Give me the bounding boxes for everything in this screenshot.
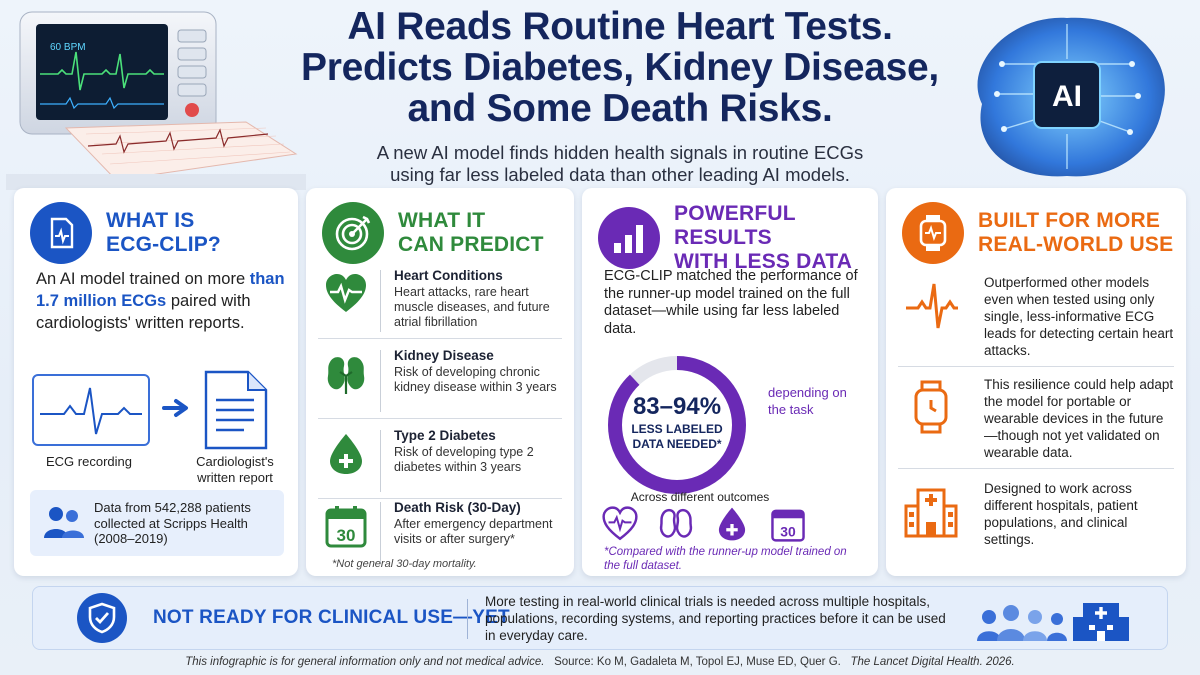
donut-value: 83–94% xyxy=(632,393,722,420)
ecg-monitor-illustration: 60 BPM xyxy=(6,11,306,190)
report-caption: Cardiologist's written report xyxy=(196,454,274,485)
monitor-bpm: 60 BPM xyxy=(50,42,86,53)
card-what-it-can-predict: WHAT IT CAN PREDICT Heart Conditions Hea… xyxy=(306,188,574,576)
results-text: ECG-CLIP matched the performance of the … xyxy=(604,268,858,337)
card-realworld-header: BUILT FOR MORE REAL-WORLD USE xyxy=(902,202,1173,264)
card-powerful-results: POWERFUL RESULTS WITH LESS DATA ECG-CLIP… xyxy=(582,188,878,576)
depending-note: depending on the task xyxy=(768,385,847,417)
shield-check-icon xyxy=(77,593,127,643)
donut-label: LESS LABELED DATA NEEDED* xyxy=(631,422,723,451)
prediction-desc: Risk of developing chronic kidney diseas… xyxy=(394,365,557,394)
outcome-icons: 30 xyxy=(602,506,806,542)
realworld-item: Designed to work across different hospit… xyxy=(898,480,1174,560)
card-what-is-header: WHAT IS ECG-CLIP? xyxy=(30,202,221,264)
prediction-item: Heart Conditions Heart attacks, rare hea… xyxy=(318,268,562,344)
card-results-title: POWERFUL RESULTS WITH LESS DATA xyxy=(674,202,853,273)
smartwatch-icon xyxy=(914,380,948,434)
footer-disclaimer: This infographic is for general informat… xyxy=(185,656,1015,668)
card-predict-title: WHAT IT CAN PREDICT xyxy=(398,209,544,256)
arrow-right-icon xyxy=(162,398,192,423)
people-hospital-icon xyxy=(977,603,1129,641)
prediction-desc: Risk of developing type 2 diabetes withi… xyxy=(394,445,534,474)
card-predict-header: WHAT IT CAN PREDICT xyxy=(322,202,544,264)
realworld-item: This resilience could help adapt the mod… xyxy=(898,376,1174,462)
patients-icon xyxy=(44,507,84,538)
kidney-icon xyxy=(327,357,365,394)
blood-drop-icon xyxy=(714,506,750,542)
card-results-header: POWERFUL RESULTS WITH LESS DATA xyxy=(598,202,878,274)
data-source-box: Data from 542,288 patients collected at … xyxy=(30,490,284,556)
smartwatch-badge-icon xyxy=(902,202,964,264)
card-real-world-use: BUILT FOR MORE REAL-WORLD USE Outperform… xyxy=(886,188,1186,576)
less-data-donut xyxy=(608,356,746,494)
donut-fill-arc xyxy=(608,356,746,494)
ecg-document-icon xyxy=(30,202,92,264)
card-realworld-title: BUILT FOR MORE REAL-WORLD USE xyxy=(978,209,1174,256)
subheadline: A new AI model finds hidden health signa… xyxy=(376,142,864,185)
realworld-text: This resilience could help adapt the mod… xyxy=(984,377,1174,460)
calendar-icon: 30 xyxy=(770,506,806,542)
card-what-is-title: WHAT IS ECG-CLIP? xyxy=(106,209,221,256)
results-footnote: *Compared with the runner-up model train… xyxy=(604,546,847,572)
ai-chip-label: AI xyxy=(1052,80,1082,113)
svg-text:30: 30 xyxy=(780,523,796,539)
bar-chart-icon xyxy=(598,207,660,269)
target-icon xyxy=(322,202,384,264)
prediction-item: Type 2 Diabetes Risk of developing type … xyxy=(318,428,562,504)
kidney-icon xyxy=(658,506,694,542)
svg-text:30: 30 xyxy=(337,526,356,545)
predict-footnote: *Not general 30-day mortality. xyxy=(332,558,477,570)
prediction-title: Kidney Disease xyxy=(394,348,494,363)
realworld-text: Outperformed other models even when test… xyxy=(984,275,1174,358)
prediction-item: Kidney Disease Risk of developing chroni… xyxy=(318,348,562,424)
ecg-recording-caption: ECG recording xyxy=(46,454,132,469)
realworld-item: Outperformed other models even when test… xyxy=(898,274,1174,358)
prediction-item: 30 Death Risk (30-Day) After emergency d… xyxy=(318,500,562,576)
card-what-is: WHAT IS ECG-CLIP? An AI model trained on… xyxy=(14,188,298,576)
not-ready-banner: NOT READY FOR CLINICAL USE—YET More test… xyxy=(32,586,1168,650)
data-source-text: Data from 542,288 patients collected at … xyxy=(94,500,251,546)
heart-pulse-icon xyxy=(602,506,638,542)
ai-brain-illustration: AI xyxy=(977,17,1165,177)
hospital-icon xyxy=(904,488,958,538)
banner-title: NOT READY FOR CLINICAL USE—YET xyxy=(153,607,510,628)
prediction-title: Heart Conditions xyxy=(394,268,503,283)
prediction-desc: After emergency department visits or aft… xyxy=(394,517,553,546)
ecg-count-highlight: than 1.7 million ECGs xyxy=(36,270,285,310)
prediction-desc: Heart attacks, rare heart muscle disease… xyxy=(394,285,550,329)
journal-citation: The Lancet Digital Health. 2026. xyxy=(850,656,1015,668)
written-report-icon xyxy=(198,368,274,457)
calendar-icon: 30 xyxy=(325,506,367,548)
banner-text: More testing in real-world clinical tria… xyxy=(485,594,946,643)
blood-drop-icon xyxy=(330,434,362,474)
source-citation: Source: Ko M, Gadaleta M, Topol EJ, Muse… xyxy=(554,656,841,668)
heart-pulse-icon xyxy=(326,274,366,312)
realworld-text: Designed to work across different hospit… xyxy=(984,481,1138,547)
ecg-clip-definition: An AI model trained on more than 1.7 mil… xyxy=(36,270,285,332)
prediction-title: Type 2 Diabetes xyxy=(394,428,496,443)
ecg-recording-icon xyxy=(32,374,150,446)
across-outcomes-label: Across different outcomes xyxy=(630,490,770,504)
ecg-wave-icon xyxy=(906,283,958,329)
prediction-title: Death Risk (30-Day) xyxy=(394,500,521,515)
headline: AI Reads Routine Heart Tests. Predicts D… xyxy=(301,5,939,130)
